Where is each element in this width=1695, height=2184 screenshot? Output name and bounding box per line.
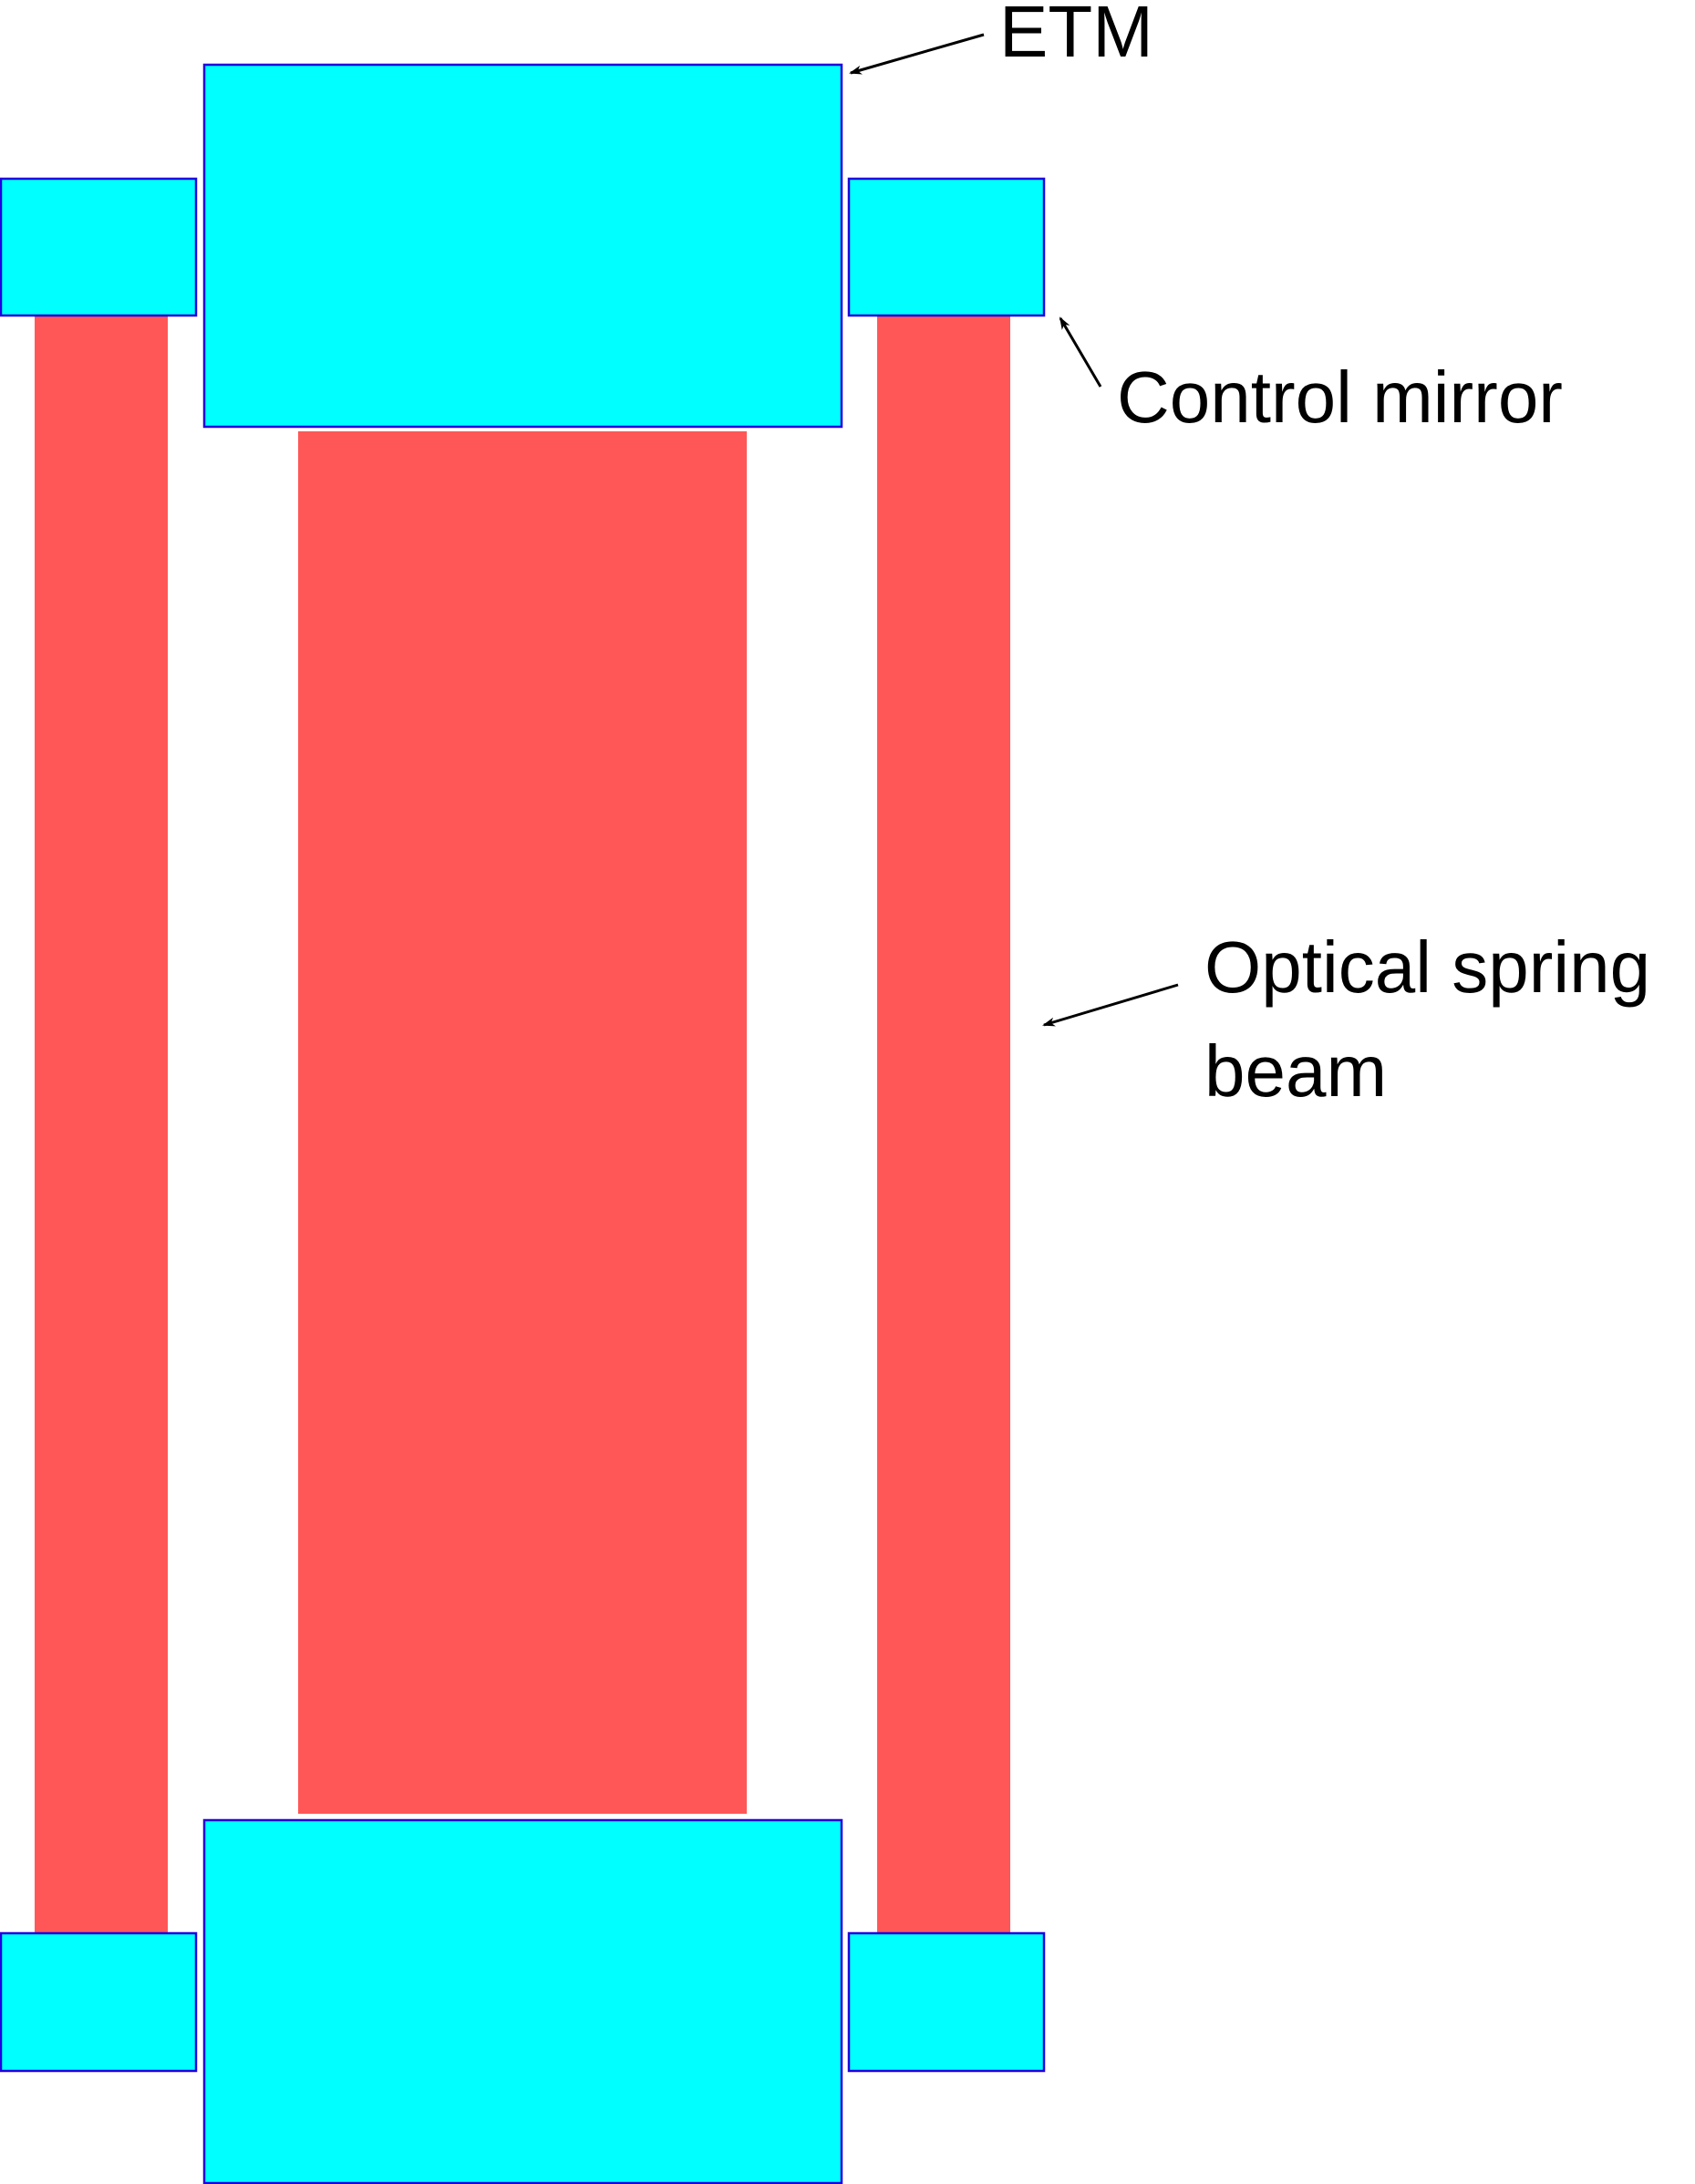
control-mirror-top-right — [847, 177, 1046, 317]
optical-spring-label-line2: beam — [1204, 1030, 1387, 1112]
side-beam-right — [877, 308, 1010, 1933]
central-beam — [298, 431, 747, 1814]
optical-spring-label-line1: Optical spring — [1204, 926, 1650, 1008]
control-mirror-arrow — [1059, 316, 1102, 388]
optical-spring-arrow — [1042, 983, 1179, 1027]
control-mirror-bottom-left — [0, 1931, 198, 2073]
etm-mirror-bottom — [202, 1818, 843, 2184]
control-mirror-bottom-right — [847, 1931, 1046, 2073]
control-mirror-top-left — [0, 177, 198, 317]
side-beam-left — [35, 314, 168, 1937]
etm-arrow — [849, 33, 985, 75]
control-mirror-label: Control mirror — [1117, 357, 1563, 438]
etm-label: ETM — [999, 0, 1153, 72]
etm-mirror-top — [202, 63, 843, 429]
